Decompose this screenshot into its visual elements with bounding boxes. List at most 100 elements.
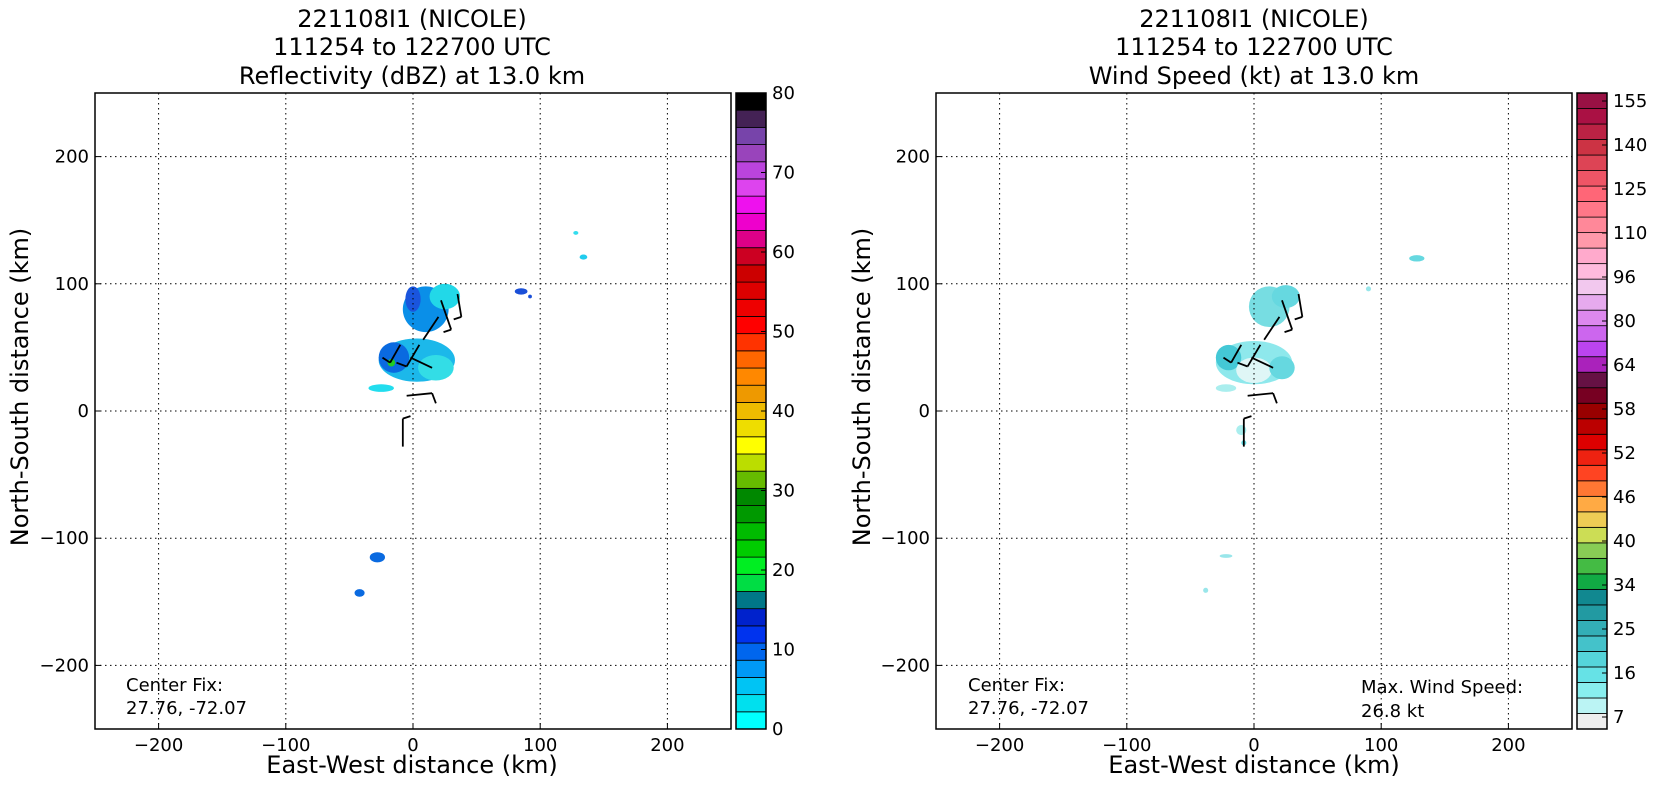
reflectivity-wind-barb-3 <box>453 316 462 321</box>
reflectivity-title-line-3: Reflectivity (dBZ) at 13.0 km <box>239 62 585 90</box>
wind-colorbar-bin-1 <box>1576 697 1608 714</box>
reflectivity-x-tick-label-3: 100 <box>523 735 557 756</box>
wind-echo-cell-5 <box>1269 356 1295 380</box>
wind-y-axis-label: North-South distance (km) <box>848 228 876 547</box>
wind-echo-cell-6 <box>1215 384 1237 392</box>
wind-colorbar-bin-26 <box>1576 309 1608 327</box>
wind-colorbar-bin-0 <box>1576 713 1608 730</box>
wind-colorbar-label-8: 64 <box>1613 355 1636 376</box>
wind-y-tick-label-3: 100 <box>896 274 930 295</box>
wind-title-line-1: 221108I1 (NICOLE) <box>1139 5 1369 33</box>
wind-colorbar-label-6: 52 <box>1613 443 1636 464</box>
wind-colorbar-bin-36 <box>1576 154 1608 171</box>
wind-colorbar-bin-28 <box>1576 278 1608 296</box>
wind-colorbar-bin-2 <box>1576 682 1608 699</box>
wind-colorbar-bin-22 <box>1576 371 1608 389</box>
reflectivity-colorbar-bin-5 <box>735 625 767 644</box>
wind-x-tick-label-4: 200 <box>1491 735 1525 756</box>
reflectivity-colorbar-bin-29 <box>735 212 767 231</box>
wind-x-tick-label-2: 0 <box>1248 735 1259 756</box>
reflectivity-colorbar-bin-8 <box>735 573 767 592</box>
wind-colorbar-bin-33 <box>1576 201 1608 218</box>
wind-wind-barb-3 <box>1294 316 1303 321</box>
reflectivity-colorbar-bin-6 <box>735 608 767 627</box>
wind-echo-cell-10 <box>1219 554 1233 558</box>
wind-colorbar-bin-19 <box>1576 418 1608 435</box>
wind-colorbar-frame <box>1576 92 1608 730</box>
reflectivity-colorbar-bin-4 <box>735 642 767 661</box>
reflectivity-colorbar: 0 10 20 30 40 50 60 70 80 <box>735 83 795 740</box>
wind-wind-barb-9 <box>1251 356 1274 369</box>
wind-colorbar-label-14: 155 <box>1613 91 1647 112</box>
wind-wind-barb-7 <box>1230 344 1243 364</box>
reflectivity-wind-barb-0 <box>440 300 453 330</box>
reflectivity-wind-barb-8 <box>381 356 391 364</box>
reflectivity-echo-cell-8 <box>514 288 528 295</box>
wind-title-line-3: Wind Speed (kt) at 13.0 km <box>1089 62 1420 90</box>
reflectivity-colorbar-label-3: 30 <box>772 481 795 502</box>
reflectivity-colorbar-bin-20 <box>735 367 767 386</box>
reflectivity-echo-cell-13 <box>354 589 365 597</box>
wind-wind-barb-0 <box>1281 300 1294 330</box>
reflectivity-colorbar-label-1: 10 <box>772 640 795 661</box>
reflectivity-title-line-1: 221108I1 (NICOLE) <box>297 5 527 33</box>
reflectivity-y-axis-label: North-South distance (km) <box>6 228 34 547</box>
wind-colorbar-label-10: 96 <box>1613 267 1636 288</box>
wind-colorbar-bin-21 <box>1576 387 1608 404</box>
reflectivity-colorbar-bin-22 <box>735 333 767 352</box>
reflectivity-colorbar-label-2: 20 <box>772 560 795 581</box>
reflectivity-x-tick-label-0: −200 <box>134 735 183 756</box>
wind-center-fix-label: Center Fix: <box>968 675 1065 696</box>
reflectivity-echo-cell-2 <box>429 283 461 310</box>
wind-y-tick-label-1: −100 <box>881 528 930 549</box>
wind-wind-barb-13 <box>1243 415 1252 420</box>
reflectivity-echo-cell-12 <box>369 552 386 563</box>
wind-colorbar-bin-31 <box>1576 232 1608 249</box>
wind-colorbar-label-1: 16 <box>1613 663 1636 684</box>
wind-colorbar-bin-13 <box>1576 511 1608 528</box>
reflectivity-wind-barb-13 <box>402 415 411 420</box>
wind-colorbar-bin-10 <box>1576 557 1608 575</box>
wind-wind-barb-6 <box>1237 361 1248 368</box>
wind-colorbar-bin-23 <box>1576 356 1608 373</box>
wind-colorbar-bin-34 <box>1576 185 1608 202</box>
reflectivity-colorbar-bin-34 <box>735 126 767 145</box>
reflectivity-colorbar-bin-24 <box>735 298 767 317</box>
wind-colorbar-bin-11 <box>1576 542 1608 559</box>
reflectivity-wind-barb-1 <box>443 328 452 333</box>
wind-colorbar-bin-5 <box>1576 635 1608 652</box>
wind-x-axis-label: East-West distance (km) <box>1108 751 1399 779</box>
reflectivity-colorbar-label-6: 60 <box>772 242 795 263</box>
wind-colorbar-label-11: 110 <box>1613 223 1647 244</box>
wind-colorbar-bin-16 <box>1576 464 1608 482</box>
reflectivity-y-tick-label-3: 100 <box>55 274 89 295</box>
wind-y-tick-label-0: −200 <box>881 655 930 676</box>
reflectivity-x-tick-label-4: 200 <box>650 735 684 756</box>
reflectivity-wind-barb-11 <box>431 392 437 404</box>
reflectivity-center-fix-value: 27.76, -72.07 <box>126 698 247 719</box>
wind-colorbar-bin-3 <box>1576 666 1608 683</box>
wind-x-tick-label-0: −200 <box>975 735 1024 756</box>
reflectivity-colorbar-label-4: 40 <box>772 401 795 422</box>
reflectivity-colorbar-bin-27 <box>735 247 767 266</box>
wind-colorbar-bin-24 <box>1576 340 1608 358</box>
reflectivity-colorbar-bin-7 <box>735 591 767 610</box>
wind-colorbar-label-12: 125 <box>1613 179 1647 200</box>
wind-colorbar-label-3: 34 <box>1613 575 1636 596</box>
wind-colorbar-bin-17 <box>1576 449 1608 466</box>
wind-colorbar-bin-35 <box>1576 170 1608 187</box>
wind-colorbar-bin-30 <box>1576 247 1608 265</box>
reflectivity-wind-barb-4 <box>422 316 440 341</box>
reflectivity-colorbar-bin-10 <box>735 539 767 558</box>
reflectivity-title-line-2: 111254 to 122700 UTC <box>273 33 551 61</box>
wind-echo-cell-8 <box>1365 286 1372 292</box>
reflectivity-colorbar-bin-26 <box>735 264 767 283</box>
reflectivity-y-tick-label-1: −100 <box>40 528 89 549</box>
reflectivity-y-tick-label-2: 0 <box>78 401 89 422</box>
reflectivity-colorbar-bin-1 <box>735 694 767 713</box>
reflectivity-colorbar-bin-33 <box>735 144 767 163</box>
wind-colorbar-bin-25 <box>1576 325 1608 342</box>
reflectivity-colorbar-bin-19 <box>735 384 767 403</box>
wind-colorbar-bin-6 <box>1576 620 1608 637</box>
